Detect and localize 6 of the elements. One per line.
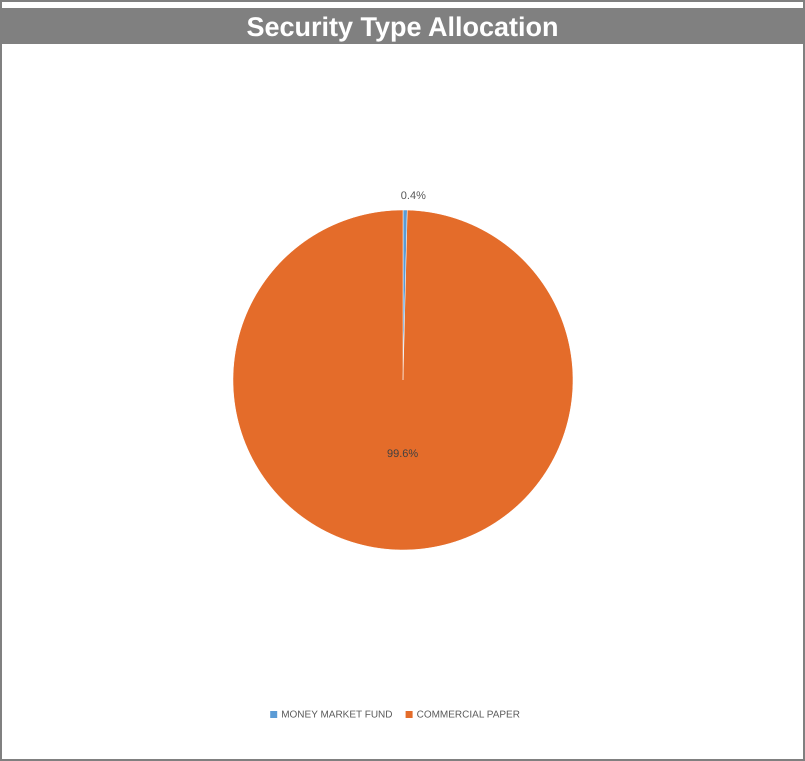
legend-label: COMMERCIAL PAPER (416, 710, 520, 721)
data-label: 99.6% (386, 448, 418, 460)
chart-title: Security Type Allocation (246, 12, 559, 42)
pie-slice (232, 210, 574, 550)
legend-label: MONEY MARKET FUND (281, 710, 393, 721)
data-label: 0.4% (400, 190, 426, 202)
